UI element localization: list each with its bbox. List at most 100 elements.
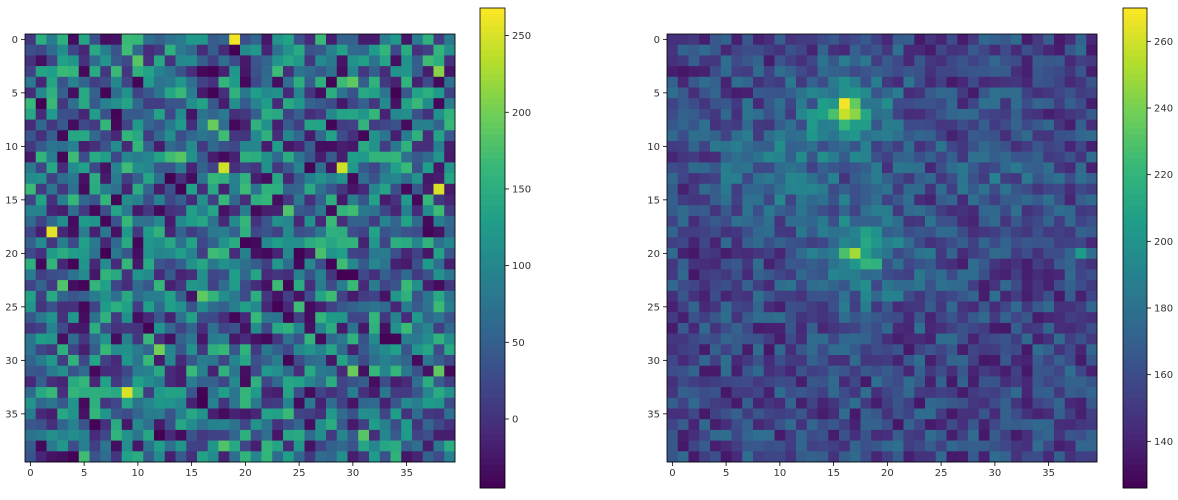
heatmap-cell <box>186 119 198 131</box>
heatmap-cell <box>1032 76 1044 88</box>
heatmap-cell <box>283 87 295 99</box>
heatmap-cell <box>1086 429 1098 441</box>
heatmap-cell <box>143 108 155 120</box>
heatmap-cell <box>1075 237 1087 249</box>
heatmap-cell <box>699 290 711 302</box>
heatmap-cell <box>293 119 305 131</box>
heatmap-cell <box>89 322 101 334</box>
colorbar-segment <box>480 386 505 393</box>
colorbar-segment <box>1123 200 1147 207</box>
heatmap-cell <box>763 429 775 441</box>
heatmap-cell <box>688 429 700 441</box>
heatmap-cell <box>369 322 381 334</box>
heatmap-cell <box>229 66 241 78</box>
heatmap-cell <box>957 194 969 206</box>
heatmap-cell <box>68 248 80 260</box>
heatmap-cell <box>89 440 101 452</box>
heatmap-cell <box>1064 387 1076 399</box>
heatmap-cell <box>839 237 851 249</box>
heatmap-cell <box>806 34 818 46</box>
heatmap-cell <box>293 162 305 174</box>
heatmap-cell <box>935 98 947 110</box>
heatmap-cell <box>817 355 829 367</box>
heatmap-cell <box>1032 194 1044 206</box>
heatmap-cell <box>412 333 424 345</box>
heatmap-cell <box>1075 205 1087 217</box>
heatmap-cell <box>336 55 348 67</box>
heatmap-cell <box>839 419 851 431</box>
heatmap-cell <box>860 108 872 120</box>
heatmap-cell <box>272 333 284 345</box>
heatmap-cell <box>774 355 786 367</box>
heatmap-cell <box>903 322 915 334</box>
heatmap-cell <box>347 355 359 367</box>
heatmap-cell <box>46 355 58 367</box>
heatmap-cell <box>688 408 700 420</box>
heatmap-cell <box>849 141 861 153</box>
heatmap-cell <box>175 429 187 441</box>
heatmap-cell <box>121 215 133 227</box>
heatmap-cell <box>796 344 808 356</box>
heatmap-cell <box>849 108 861 120</box>
heatmap-cell <box>774 248 786 260</box>
heatmap-cell <box>1086 173 1098 185</box>
heatmap-cell <box>412 151 424 163</box>
heatmap-cell <box>358 151 370 163</box>
heatmap-cell <box>164 162 176 174</box>
heatmap-cell <box>753 333 765 345</box>
heatmap-cell <box>100 365 112 377</box>
heatmap-cell <box>369 55 381 67</box>
heatmap-cell <box>143 237 155 249</box>
colorbar-segment <box>480 110 505 117</box>
heatmap-cell <box>347 344 359 356</box>
colorbar-segment <box>480 218 505 225</box>
heatmap-cell <box>1021 76 1033 88</box>
heatmap-cell <box>1021 87 1033 99</box>
heatmap-cell <box>828 429 840 441</box>
heatmap-cell <box>946 290 958 302</box>
heatmap-cell <box>1064 226 1076 238</box>
heatmap-cell <box>1000 151 1012 163</box>
heatmap-cell <box>143 419 155 431</box>
heatmap-cell <box>175 44 187 56</box>
heatmap-cell <box>369 344 381 356</box>
heatmap-cell <box>903 312 915 324</box>
heatmap-cell <box>1000 183 1012 195</box>
heatmap-cell <box>1086 333 1098 345</box>
heatmap-cell <box>132 258 144 270</box>
heatmap-cell <box>989 141 1001 153</box>
heatmap-cell <box>390 301 402 313</box>
heatmap-cell <box>326 397 338 409</box>
heatmap-cell <box>1054 119 1066 131</box>
heatmap-cell <box>132 237 144 249</box>
heatmap-cell <box>186 355 198 367</box>
heatmap-cell <box>1043 66 1055 78</box>
heatmap-cell <box>1032 141 1044 153</box>
heatmap-cell <box>304 344 316 356</box>
heatmap-cell <box>46 429 58 441</box>
heatmap-cell <box>326 290 338 302</box>
heatmap-cell <box>78 98 90 110</box>
heatmap-cell <box>175 151 187 163</box>
heatmap-cell <box>46 215 58 227</box>
heatmap-cell <box>667 397 679 409</box>
heatmap-cell <box>78 55 90 67</box>
heatmap-cell <box>935 237 947 249</box>
heatmap-cell <box>358 408 370 420</box>
heatmap-cell <box>828 376 840 388</box>
heatmap-cell <box>957 419 969 431</box>
heatmap-cell <box>1021 312 1033 324</box>
heatmap-cell <box>753 66 765 78</box>
heatmap-cell <box>433 429 445 441</box>
heatmap-cell <box>197 419 209 431</box>
heatmap-cell <box>957 226 969 238</box>
heatmap-cell <box>186 55 198 67</box>
heatmap-cell <box>336 87 348 99</box>
heatmap-cell <box>57 87 69 99</box>
heatmap-cell <box>250 301 262 313</box>
heatmap-cell <box>978 344 990 356</box>
heatmap-cell <box>250 451 262 463</box>
y-tick-label: 5 <box>12 88 18 99</box>
heatmap-cell <box>197 55 209 67</box>
heatmap-cell <box>143 344 155 356</box>
